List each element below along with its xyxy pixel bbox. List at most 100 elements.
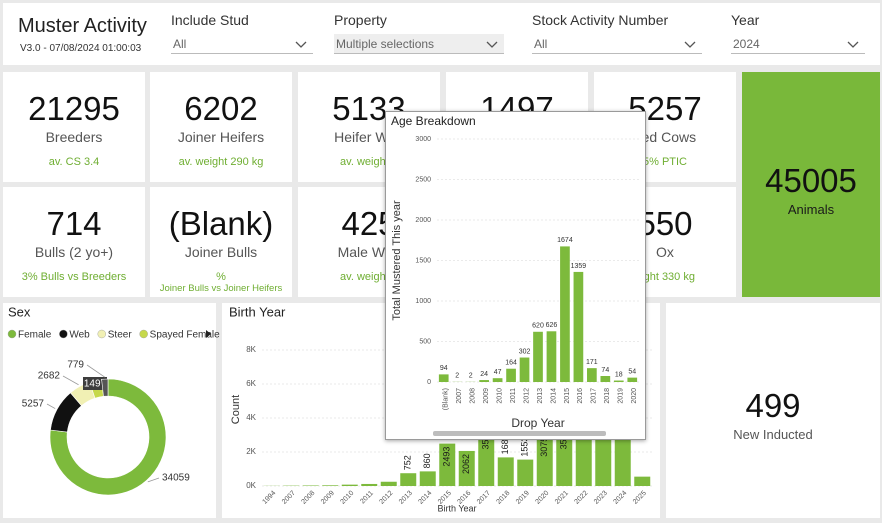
x-tick-label: 2012 bbox=[379, 490, 395, 506]
y-tick-label: 1500 bbox=[415, 257, 431, 264]
x-tick-label: (Blank) bbox=[443, 388, 450, 410]
data-label: 626 bbox=[546, 322, 558, 329]
chart-title: Sex bbox=[8, 304, 31, 319]
data-label: 1359 bbox=[571, 263, 587, 270]
bar bbox=[400, 473, 417, 486]
bar bbox=[587, 368, 597, 382]
bar bbox=[439, 443, 456, 486]
x-tick-label: 2008 bbox=[301, 490, 317, 506]
bar bbox=[560, 246, 570, 382]
bar bbox=[519, 357, 530, 382]
data-label: 1683 bbox=[500, 434, 510, 454]
x-tick-label: 2024 bbox=[613, 490, 629, 506]
x-tick-label: 2023 bbox=[593, 490, 609, 506]
bar bbox=[546, 331, 557, 382]
data-label: 94 bbox=[440, 365, 448, 372]
data-label: 54 bbox=[628, 368, 636, 375]
card-note: 5% PTIC bbox=[642, 156, 687, 168]
bar bbox=[302, 485, 319, 486]
age-breakdown-tooltip: Age Breakdown Drop Year Total Mustered Thi… bbox=[385, 111, 646, 440]
donut-slice bbox=[49, 378, 167, 496]
bar bbox=[478, 426, 495, 486]
card: 6202 Joiner Heifers av. weight 290 kg bbox=[150, 72, 292, 182]
inducted-card: 499 New Inducted bbox=[666, 303, 880, 518]
leader-line bbox=[86, 364, 105, 378]
card: 21295 Breeders av. CS 3.4 bbox=[3, 72, 145, 182]
card-note: Joiner Bulls vs Joiner Heifers bbox=[159, 283, 283, 294]
y-axis-title: Count bbox=[230, 395, 242, 424]
age-breakdown-chart: Age Breakdown Drop Year Total Mustered Thi… bbox=[391, 114, 639, 436]
filter-dropdown[interactable]: Multiple selections bbox=[334, 34, 504, 54]
bar bbox=[533, 331, 543, 382]
filter-dropdown[interactable]: All bbox=[171, 34, 313, 54]
filter-dropdown[interactable]: All bbox=[532, 34, 702, 54]
highlight-label: Animals bbox=[787, 202, 835, 217]
x-tick-label: 2014 bbox=[550, 388, 557, 404]
card-value: 6202 bbox=[184, 90, 258, 127]
filter-value: 2024 bbox=[733, 37, 760, 51]
data-label: 164 bbox=[505, 360, 517, 367]
x-tick-label: 2012 bbox=[523, 388, 530, 404]
data-label: 47 bbox=[494, 369, 502, 376]
card-value: 21295 bbox=[28, 90, 120, 127]
legend-label: Steer bbox=[108, 330, 133, 341]
card-value: (Blank) bbox=[168, 205, 274, 242]
data-label: 620 bbox=[532, 323, 544, 330]
x-tick-label: 2007 bbox=[281, 490, 297, 506]
y-axis-title: Total Mustered This year bbox=[391, 200, 403, 321]
legend-more-arrow bbox=[206, 330, 211, 338]
x-tick-label: 2021 bbox=[554, 490, 570, 506]
bar bbox=[556, 426, 573, 486]
bar bbox=[322, 485, 339, 486]
x-tick-label: 2019 bbox=[515, 490, 531, 506]
card-note: 3% Bulls vs Breeders bbox=[21, 271, 127, 283]
filter-dropdown[interactable]: 2024 bbox=[731, 34, 865, 54]
x-tick-label: 2019 bbox=[618, 388, 625, 404]
bar bbox=[419, 471, 436, 486]
x-tick-label: 2017 bbox=[476, 490, 492, 506]
card-label: Joiner Heifers bbox=[177, 129, 265, 145]
data-label: 302 bbox=[519, 348, 531, 355]
card-note: av. weight 290 kg bbox=[178, 156, 264, 168]
inducted-label: New Inducted bbox=[733, 427, 813, 442]
data-label: 74 bbox=[601, 367, 609, 374]
inducted-value: 499 bbox=[745, 387, 801, 424]
x-tick-label: 2016 bbox=[577, 388, 584, 404]
leader-line bbox=[147, 477, 160, 483]
highlight-value: 45005 bbox=[765, 162, 857, 199]
chevron-icon bbox=[684, 41, 696, 48]
filter-label: Include Stud bbox=[171, 12, 249, 28]
bar bbox=[613, 380, 624, 382]
legend-label: Female bbox=[18, 330, 52, 341]
bar bbox=[600, 376, 611, 382]
y-tick-label: 0K bbox=[246, 481, 256, 490]
card-label: Bulls (2 yo+) bbox=[34, 244, 114, 260]
x-tick-label: 2025 bbox=[632, 490, 648, 506]
x-tick-label: 2010 bbox=[496, 388, 503, 404]
chart-title: Birth Year bbox=[229, 304, 286, 319]
chart-title: Age Breakdown bbox=[391, 114, 476, 128]
data-label: 1497 bbox=[84, 379, 107, 390]
x-tick-label: 1994 bbox=[262, 490, 278, 506]
data-label: 2682 bbox=[38, 371, 61, 382]
x-tick-label: 2020 bbox=[631, 388, 638, 404]
donut-slice bbox=[101, 378, 109, 397]
bar bbox=[517, 459, 534, 486]
card-note: eight 330 kg bbox=[635, 271, 695, 283]
chevron bbox=[847, 41, 859, 48]
y-tick-label: 1000 bbox=[415, 298, 431, 305]
x-axis-title: Drop Year bbox=[511, 416, 564, 430]
data-label: 860 bbox=[422, 453, 432, 468]
y-tick-label: 2K bbox=[246, 447, 256, 456]
chevron-icon bbox=[295, 41, 307, 48]
x-tick-label: 2020 bbox=[535, 490, 551, 506]
data-label: 779 bbox=[67, 360, 84, 371]
data-label: 2493 bbox=[442, 447, 452, 467]
filter-label: Property bbox=[334, 12, 387, 28]
legend-label: Spayed Female bbox=[150, 330, 220, 341]
y-tick-label: 0 bbox=[427, 379, 431, 386]
data-label: 2062 bbox=[461, 454, 471, 474]
y-tick-label: 6K bbox=[246, 379, 256, 388]
y-tick-label: 2000 bbox=[415, 217, 431, 224]
